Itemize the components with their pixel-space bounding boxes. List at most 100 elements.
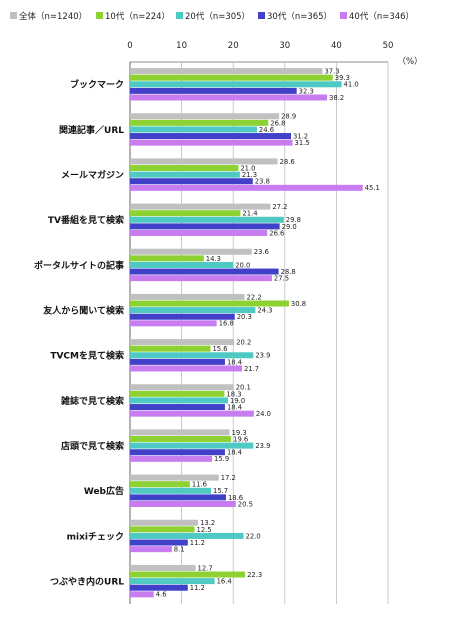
data-label: 24.3 bbox=[257, 307, 272, 315]
data-label: 16.8 bbox=[219, 320, 234, 328]
category-label: 関連記事／URL bbox=[59, 124, 124, 136]
bar bbox=[130, 165, 239, 172]
bar bbox=[130, 564, 196, 571]
data-label: 19.0 bbox=[230, 397, 245, 405]
data-label: 22.2 bbox=[247, 293, 262, 301]
data-label: 23.9 bbox=[255, 352, 270, 360]
category-label: mixiチェック bbox=[67, 531, 124, 542]
gridlines bbox=[129, 62, 389, 604]
data-label: 16.4 bbox=[217, 578, 232, 586]
data-label: 26.6 bbox=[269, 229, 284, 237]
legend-label: 全体（n=1240） bbox=[19, 11, 87, 22]
data-label: 18.3 bbox=[226, 390, 241, 398]
category-label: 雑誌で見て検索 bbox=[60, 395, 124, 407]
bar bbox=[130, 210, 241, 217]
data-label: 12.5 bbox=[197, 526, 212, 534]
category-label: 友人から聞いて検索 bbox=[43, 304, 124, 316]
bar bbox=[130, 546, 172, 553]
data-label: 20.0 bbox=[235, 261, 250, 269]
data-label: 26.8 bbox=[270, 119, 285, 127]
data-label: 38.2 bbox=[329, 94, 344, 102]
bar bbox=[130, 268, 279, 275]
bar bbox=[130, 358, 225, 365]
bar bbox=[130, 229, 268, 236]
bar bbox=[130, 339, 235, 346]
data-label: 18.4 bbox=[227, 358, 242, 366]
unit-label: （%） bbox=[397, 56, 422, 67]
bar bbox=[130, 223, 280, 230]
category-label: 店頭で見て検索 bbox=[61, 440, 124, 452]
legend-label: 10代（n=224） bbox=[105, 11, 170, 22]
bar bbox=[130, 500, 236, 507]
data-label: 18.4 bbox=[227, 403, 242, 411]
bar bbox=[130, 255, 204, 262]
bar bbox=[130, 442, 254, 449]
data-label: 19.3 bbox=[232, 429, 247, 437]
data-label: 27.2 bbox=[272, 203, 287, 211]
bar bbox=[130, 87, 297, 94]
bar bbox=[130, 126, 257, 133]
bar bbox=[130, 119, 269, 126]
data-label: 37.3 bbox=[324, 67, 339, 75]
bar bbox=[130, 248, 252, 255]
data-label: 20.2 bbox=[236, 338, 251, 346]
x-tick-label: 40 bbox=[331, 41, 342, 51]
bar bbox=[130, 449, 225, 456]
data-label: 15.6 bbox=[212, 345, 227, 353]
data-label: 18.4 bbox=[227, 449, 242, 457]
data-label: 4.6 bbox=[156, 591, 167, 599]
bar bbox=[130, 539, 188, 546]
bar bbox=[130, 275, 272, 282]
bar bbox=[130, 113, 280, 120]
bar bbox=[130, 178, 253, 185]
category-label: ブックマーク bbox=[70, 79, 124, 91]
bar bbox=[130, 532, 244, 539]
bar bbox=[130, 410, 254, 417]
data-label: 28.8 bbox=[281, 268, 296, 276]
bar bbox=[130, 436, 232, 443]
category-label: Web広告 bbox=[84, 485, 124, 497]
data-label: 29.0 bbox=[282, 223, 297, 231]
data-label: 21.4 bbox=[242, 210, 257, 218]
bar bbox=[130, 455, 213, 462]
bar bbox=[130, 345, 211, 352]
data-label: 8.1 bbox=[174, 546, 185, 554]
bar bbox=[130, 68, 323, 75]
bar bbox=[130, 158, 278, 165]
category-label: メールマガジン bbox=[61, 169, 124, 181]
legend-swatch bbox=[258, 12, 265, 19]
data-label: 22.0 bbox=[246, 532, 261, 540]
bar bbox=[130, 81, 342, 88]
data-label: 31.2 bbox=[293, 132, 308, 140]
bar bbox=[130, 571, 246, 578]
data-label: 11.2 bbox=[190, 584, 205, 592]
legend-label: 30代（n=365） bbox=[267, 11, 332, 22]
bar bbox=[130, 397, 229, 404]
legend-swatch bbox=[96, 12, 103, 19]
data-label: 15.9 bbox=[214, 455, 229, 463]
bar bbox=[130, 300, 289, 307]
data-label: 23.9 bbox=[255, 442, 270, 450]
data-label: 17.2 bbox=[221, 474, 236, 482]
data-label: 21.0 bbox=[240, 164, 255, 172]
bar bbox=[130, 184, 363, 191]
bar bbox=[130, 171, 240, 178]
bar bbox=[130, 94, 328, 101]
data-label: 21.3 bbox=[242, 171, 257, 179]
data-label: 41.0 bbox=[344, 81, 359, 89]
bar bbox=[130, 429, 230, 436]
bars: 37.339.341.0 32.3 38.2 28.926.824.6 31.231.5… bbox=[130, 67, 380, 599]
data-label: 13.2 bbox=[200, 519, 215, 527]
bar bbox=[130, 313, 235, 320]
data-label: 14.3 bbox=[206, 255, 221, 263]
data-label: 27.5 bbox=[274, 275, 289, 283]
bar bbox=[130, 384, 234, 391]
x-tick-label: 10 bbox=[176, 41, 187, 51]
bar bbox=[130, 390, 225, 397]
data-label: 39.3 bbox=[335, 74, 350, 82]
data-label: 28.9 bbox=[281, 113, 296, 121]
data-label: 24.6 bbox=[259, 126, 274, 134]
bar bbox=[130, 578, 215, 585]
